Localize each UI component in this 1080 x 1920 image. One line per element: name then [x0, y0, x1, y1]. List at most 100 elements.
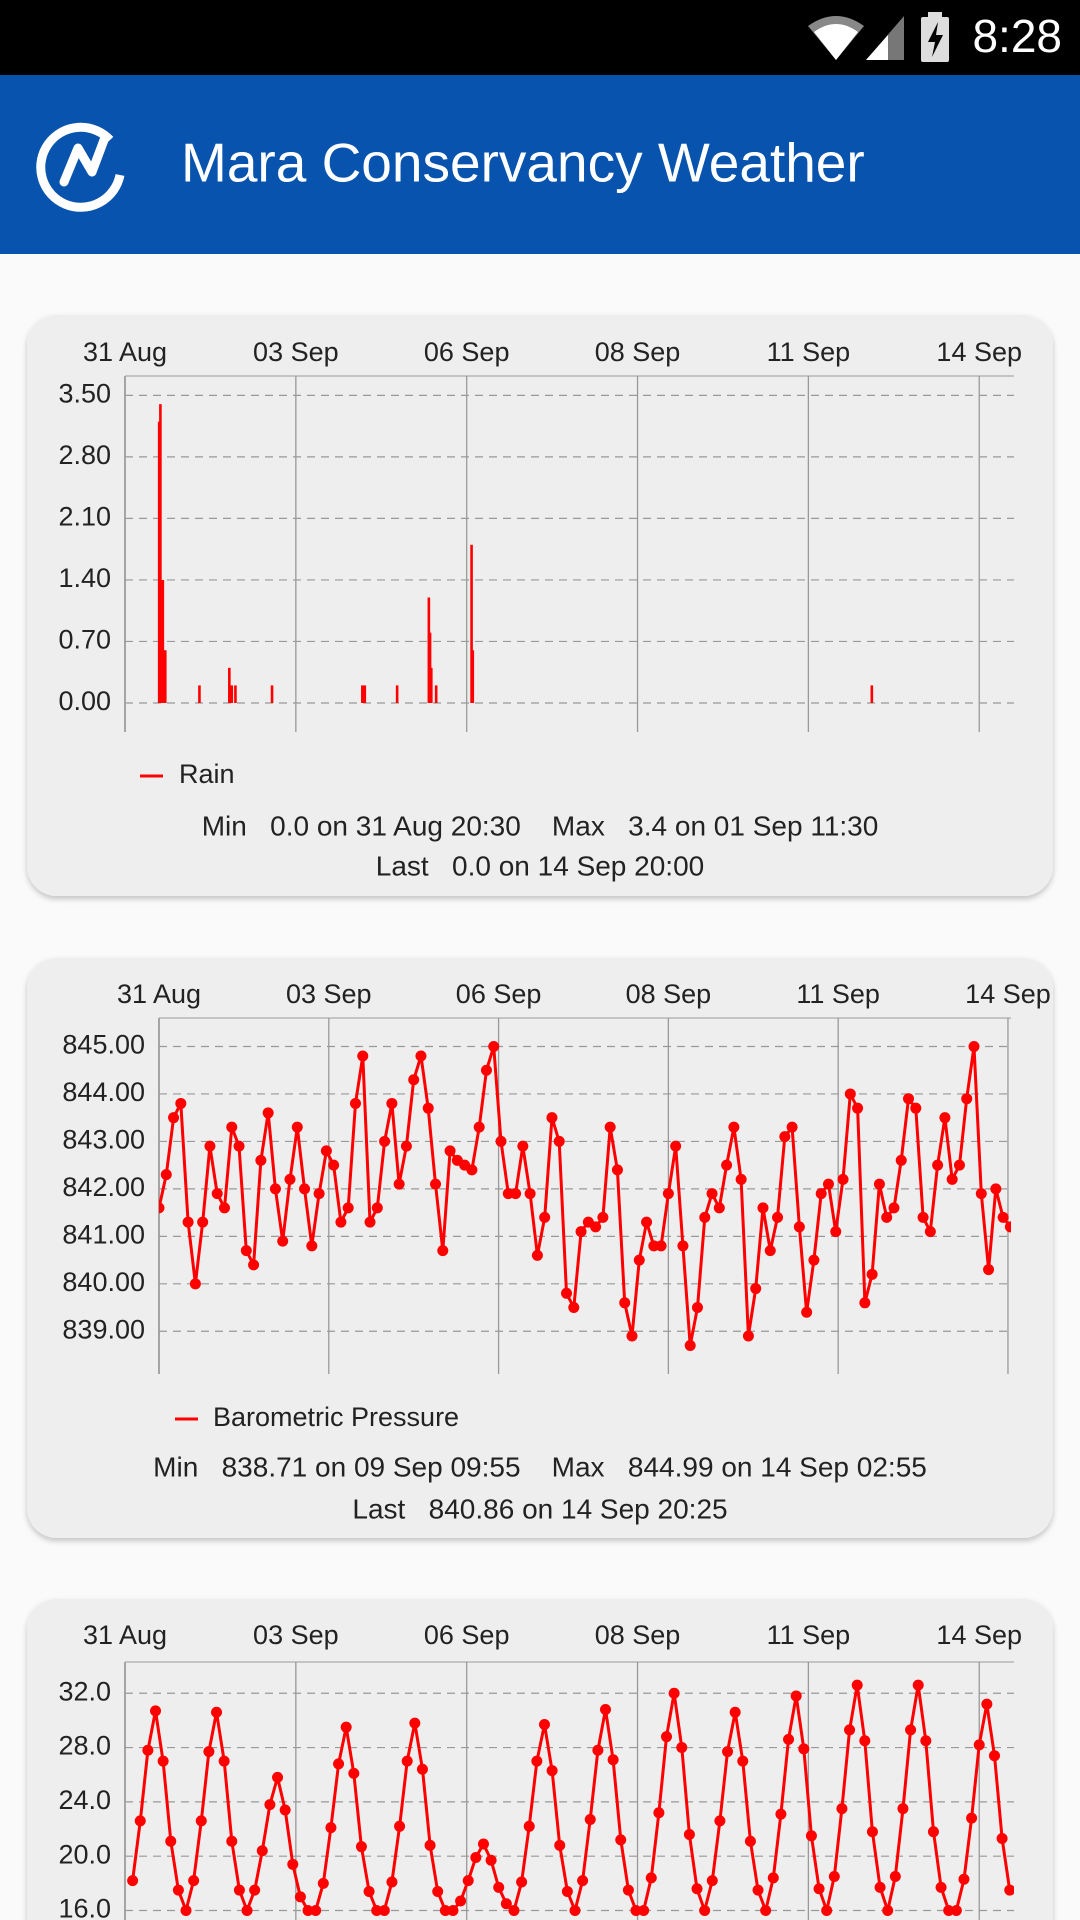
point [493, 1881, 505, 1893]
point [668, 1687, 680, 1699]
point [226, 1121, 238, 1133]
y-tick-label: 841.00 [62, 1219, 145, 1249]
bar [471, 650, 475, 703]
point [729, 1706, 741, 1718]
point [516, 1876, 528, 1888]
point [801, 1306, 813, 1318]
point [204, 1140, 216, 1152]
point [764, 1245, 776, 1257]
card [27, 315, 1053, 896]
y-tick-label: 0.00 [58, 686, 111, 716]
point [299, 1183, 311, 1195]
point [306, 1240, 318, 1252]
point [626, 1330, 638, 1342]
point [786, 1121, 798, 1133]
bar [159, 404, 162, 703]
point [279, 1804, 291, 1816]
line [131, 1683, 1012, 1912]
y-tick-label: 32.0 [58, 1676, 111, 1706]
x-tick-label: 11 Sep [796, 979, 880, 1009]
point [160, 1169, 172, 1181]
point [203, 1746, 215, 1758]
point [262, 1107, 274, 1119]
point [256, 1845, 268, 1857]
x-tick-label: 14 Sep [936, 337, 1022, 367]
point [653, 1807, 665, 1819]
point [943, 1904, 955, 1916]
point [699, 1211, 711, 1223]
point [348, 1767, 360, 1779]
plot-area [157, 404, 874, 703]
point [691, 1302, 703, 1314]
point [575, 1226, 587, 1238]
point [661, 1731, 673, 1743]
point [569, 1904, 581, 1916]
point [973, 1739, 985, 1751]
point [364, 1216, 376, 1228]
point [873, 1178, 885, 1190]
app-bar [0, 75, 1080, 254]
y-tick-label: 1.40 [58, 563, 111, 593]
point [844, 1724, 856, 1736]
point [713, 1202, 725, 1214]
point [508, 1904, 520, 1916]
x-tick-label: 31 Aug [83, 337, 167, 367]
x-tick-label: 06 Sep [456, 979, 542, 1009]
point [466, 1164, 478, 1176]
point [378, 1904, 390, 1916]
point [233, 1884, 245, 1896]
point [950, 1904, 962, 1916]
point [836, 1803, 848, 1815]
point [546, 1765, 558, 1777]
point [218, 1755, 230, 1767]
point [302, 1904, 314, 1916]
point [554, 1839, 566, 1851]
point [561, 1885, 573, 1897]
point [150, 1705, 162, 1717]
bar [230, 685, 234, 703]
point [553, 1135, 565, 1147]
point [444, 1145, 456, 1157]
point [866, 1826, 878, 1838]
point [760, 1904, 772, 1916]
point [874, 1881, 886, 1893]
point [415, 1050, 427, 1062]
point [961, 1093, 973, 1105]
point [134, 1815, 146, 1827]
y-tick-label: 2.10 [58, 502, 111, 532]
signal-level [866, 35, 888, 60]
x-tick-label: 08 Sep [626, 979, 712, 1009]
point [1004, 1884, 1014, 1896]
point [531, 1249, 543, 1261]
point [721, 1159, 733, 1171]
point [182, 1216, 194, 1228]
point [684, 1340, 696, 1352]
point [310, 1904, 322, 1916]
point [416, 1763, 428, 1775]
point [905, 1724, 917, 1736]
point [975, 1188, 987, 1200]
point [615, 1834, 627, 1846]
point [218, 1202, 230, 1214]
point [966, 1812, 978, 1824]
point [255, 1154, 267, 1166]
point [638, 1904, 650, 1916]
point [742, 1330, 754, 1342]
point [401, 1755, 413, 1767]
y-tick-label: 845.00 [62, 1030, 145, 1060]
point [197, 1216, 209, 1228]
bar [434, 685, 438, 703]
point [241, 1904, 253, 1916]
point [655, 1240, 667, 1252]
y-tick-label: 3.50 [58, 378, 111, 408]
bar [429, 667, 433, 703]
point [127, 1875, 139, 1887]
point [320, 1145, 332, 1157]
point [910, 1102, 922, 1114]
point [939, 1112, 951, 1124]
point [728, 1121, 740, 1133]
x-tick-label: 31 Aug [117, 979, 201, 1009]
point [233, 1140, 245, 1152]
summary-line: Min 0.0 on 31 Aug 20:30 Max 3.4 on 01 Se… [202, 810, 879, 841]
point [822, 1178, 834, 1190]
